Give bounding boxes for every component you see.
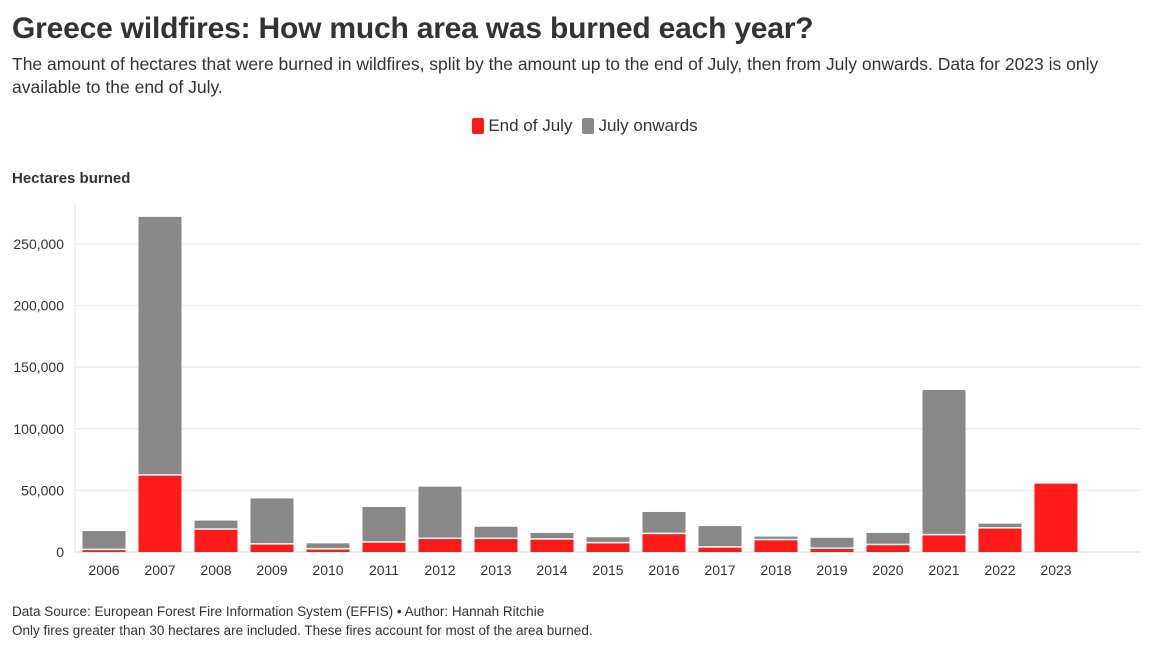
x-tick-label: 2016 xyxy=(648,562,679,578)
x-tick-label: 2020 xyxy=(872,562,903,578)
bar-end-of-july xyxy=(1034,483,1078,552)
bar-july-onwards xyxy=(698,526,742,547)
bar-end-of-july xyxy=(810,548,854,552)
y-tick-label: 50,000 xyxy=(21,482,64,498)
y-axis-title: Hectares burned xyxy=(12,170,131,187)
x-tick-label: 2011 xyxy=(369,562,399,578)
bar-end-of-july xyxy=(474,539,518,552)
x-tick-label: 2019 xyxy=(816,562,847,578)
bar-end-of-july xyxy=(362,542,406,552)
x-tick-label: 2022 xyxy=(984,562,1015,578)
y-tick-label: 0 xyxy=(56,544,64,560)
bar-july-onwards xyxy=(474,526,518,538)
x-tick-label: 2009 xyxy=(256,562,287,578)
y-tick-label: 200,000 xyxy=(13,298,64,314)
bar-july-onwards xyxy=(586,537,630,542)
bar-july-onwards xyxy=(810,537,854,548)
bar-end-of-july xyxy=(138,475,182,552)
bar-july-onwards xyxy=(978,523,1022,528)
bar-july-onwards xyxy=(82,531,126,549)
bar-end-of-july xyxy=(250,544,294,552)
bar-july-onwards xyxy=(418,486,462,538)
x-tick-label: 2006 xyxy=(88,562,119,578)
bar-end-of-july xyxy=(530,539,574,552)
bar-end-of-july xyxy=(922,535,966,552)
bar-july-onwards xyxy=(642,511,686,533)
bar-july-onwards xyxy=(754,536,798,539)
y-tick-label: 100,000 xyxy=(13,421,64,437)
chart-subtitle: The amount of hectares that were burned … xyxy=(12,54,1099,97)
footer-source: Data Source: European Forest Fire Inform… xyxy=(12,604,545,619)
bar-end-of-july xyxy=(586,543,630,552)
x-tick-label: 2008 xyxy=(200,562,231,578)
bar-end-of-july xyxy=(866,545,910,552)
legend-label-july-onwards: July onwards xyxy=(598,116,698,135)
legend-item-end-of-july: End of July xyxy=(472,116,572,136)
x-tick-label: 2017 xyxy=(704,562,735,578)
bar-end-of-july xyxy=(194,529,238,552)
bar-july-onwards xyxy=(362,507,406,542)
footer-note: Only fires greater than 30 hectares are … xyxy=(12,623,593,638)
x-tick-label: 2012 xyxy=(424,562,455,578)
bar-july-onwards xyxy=(866,532,910,544)
bar-end-of-july xyxy=(642,534,686,552)
legend-item-july-onwards: July onwards xyxy=(582,116,698,136)
footer: Data Source: European Forest Fire Inform… xyxy=(12,602,593,640)
legend-swatch-july-onwards xyxy=(582,118,595,134)
x-tick-label: 2007 xyxy=(144,562,175,578)
y-tick-label: 250,000 xyxy=(13,236,64,252)
x-tick-label: 2010 xyxy=(312,562,343,578)
y-tick-label: 150,000 xyxy=(13,359,64,375)
bar-end-of-july xyxy=(754,540,798,552)
x-tick-label: 2018 xyxy=(760,562,791,578)
bar-july-onwards xyxy=(138,216,182,475)
legend-swatch-end-of-july xyxy=(472,118,485,134)
x-tick-label: 2023 xyxy=(1040,562,1071,578)
x-tick-label: 2015 xyxy=(592,562,623,578)
chart-title: Greece wildfires: How much area was burn… xyxy=(12,12,814,45)
bar-end-of-july xyxy=(978,528,1022,552)
bar-end-of-july xyxy=(418,539,462,552)
bar-july-onwards xyxy=(922,389,966,534)
x-tick-label: 2014 xyxy=(536,562,567,578)
stacked-bar-chart: 0 50,000 100,000 150,000 200,000 250,000 2006 2… xyxy=(13,203,1140,578)
bar-july-onwards xyxy=(194,520,238,529)
bar-july-onwards xyxy=(250,498,294,544)
bar-end-of-july xyxy=(698,547,742,552)
legend: End of July July onwards xyxy=(0,116,1170,136)
x-tick-label: 2021 xyxy=(928,562,959,578)
bar-july-onwards xyxy=(306,543,350,549)
x-tick-label: 2013 xyxy=(480,562,511,578)
legend-label-end-of-july: End of July xyxy=(488,116,573,135)
bar-july-onwards xyxy=(530,532,574,539)
bar-end-of-july xyxy=(306,549,350,552)
bar-end-of-july xyxy=(82,550,126,552)
